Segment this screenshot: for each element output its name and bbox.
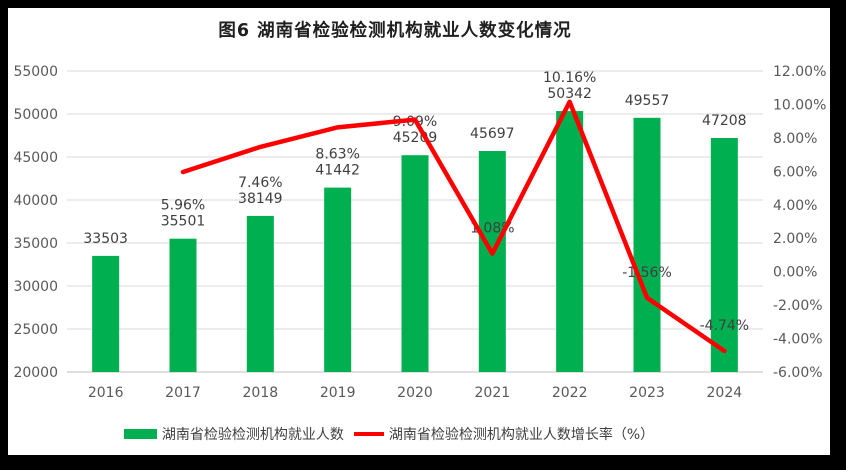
left-axis-tick-label: 55000 xyxy=(13,64,58,80)
line-value-label: 10.16% xyxy=(543,70,596,86)
bar-value-label: 38149 xyxy=(238,191,283,207)
right-axis-tick-label: 8.00% xyxy=(773,131,817,147)
bar-2021 xyxy=(478,151,506,372)
bar-2018 xyxy=(246,215,274,372)
growth-rate-line xyxy=(180,99,727,354)
line-value-label: -4.74% xyxy=(700,318,750,334)
bar-2023 xyxy=(633,117,661,372)
line-value-label: 8.63% xyxy=(315,147,359,163)
x-axis-category-label: 2024 xyxy=(707,385,743,401)
x-axis-category-label: 2018 xyxy=(243,385,279,401)
bar-value-label: 47208 xyxy=(702,113,747,129)
right-axis-tick-label: -6.00% xyxy=(773,365,823,381)
bar-2020 xyxy=(401,155,429,372)
chart-legend: 湖南省检验检测机构就业人数 湖南省检验检测机构就业人数增长率（%） xyxy=(8,424,830,444)
bar-2017 xyxy=(169,238,197,372)
right-axis-tick-label: 6.00% xyxy=(773,164,817,180)
legend-line-label: 湖南省检验检测机构就业人数增长率（%） xyxy=(388,427,655,443)
legend-line-swatch xyxy=(353,431,384,437)
bar-value-label: 45697 xyxy=(470,126,515,142)
left-axis-tick-label: 35000 xyxy=(13,236,58,252)
line-value-label: 5.96% xyxy=(161,198,205,214)
bar-2022 xyxy=(556,111,584,372)
x-axis-category-label: 2017 xyxy=(165,385,201,401)
bar-value-label: 33503 xyxy=(83,231,128,247)
x-axis-category-label: 2021 xyxy=(475,385,511,401)
bar-2024 xyxy=(710,138,738,372)
right-axis-tick-label: 2.00% xyxy=(773,231,817,247)
x-axis-category-label: 2019 xyxy=(320,385,356,401)
right-axis-tick-label: -2.00% xyxy=(773,298,823,314)
left-axis-tick-label: 50000 xyxy=(13,107,58,123)
legend-bar-label: 湖南省检验检测机构就业人数 xyxy=(161,427,344,443)
right-axis-tick-label: 4.00% xyxy=(773,198,817,214)
left-axis-tick-label: 25000 xyxy=(13,322,58,338)
right-axis-tick-label: 12.00% xyxy=(773,64,826,80)
bar-value-label: 50342 xyxy=(547,86,592,102)
chart-panel: 图6 湖南省检验检测机构就业人数变化情况 20000 25000 30000 3500… xyxy=(8,8,830,455)
x-axis-category-label: 2022 xyxy=(552,385,588,401)
right-axis-tick-label: 10.00% xyxy=(773,97,826,113)
left-axis-tick-label: 40000 xyxy=(13,193,58,209)
left-axis-tick-label: 20000 xyxy=(13,365,58,381)
right-axis-tick-label: 0.00% xyxy=(773,265,817,281)
combo-chart: 20000 25000 30000 35000 40000 45000 50000 55000… xyxy=(13,64,826,401)
x-axis-category-label: 2023 xyxy=(629,385,665,401)
bar-2019 xyxy=(324,187,352,372)
x-axis-category-label: 2020 xyxy=(397,385,433,401)
line-value-label: 7.46% xyxy=(238,175,282,191)
bar-value-label: 35501 xyxy=(161,214,206,230)
left-axis-tick-label: 45000 xyxy=(13,150,58,166)
bar-2016 xyxy=(92,255,120,372)
right-axis-tick-label: -4.00% xyxy=(773,332,823,348)
chart-title: 图6 湖南省检验检测机构就业人数变化情况 xyxy=(218,21,572,41)
bar-value-label: 41442 xyxy=(315,163,360,179)
line-value-label: -1.56% xyxy=(622,265,672,281)
bar-value-label: 49557 xyxy=(625,93,670,109)
legend-bar-swatch xyxy=(123,429,157,439)
left-axis-tick-label: 30000 xyxy=(13,279,58,295)
x-axis-category-label: 2016 xyxy=(88,385,124,401)
